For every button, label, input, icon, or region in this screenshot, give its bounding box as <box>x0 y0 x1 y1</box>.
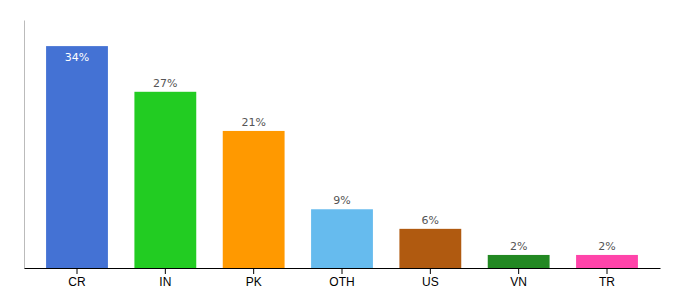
x-tick-mark <box>77 268 78 274</box>
data-labels: 34% 27% 21% 9% 6% 2% 2% <box>65 51 616 253</box>
bar <box>488 255 550 268</box>
x-axis: CR IN PK OTH US VN TR <box>25 268 661 289</box>
x-tick-mark <box>253 268 254 274</box>
x-tick-label: CR <box>68 275 86 289</box>
x-tick-label: OTH <box>329 275 354 289</box>
x-tick: IN <box>159 268 171 289</box>
bar <box>223 131 285 268</box>
data-label: 2% <box>598 240 615 253</box>
data-label: 27% <box>153 77 177 90</box>
bars <box>46 46 638 268</box>
x-tick-mark <box>518 268 519 274</box>
data-label: 21% <box>241 116 265 129</box>
x-tick-label: VN <box>510 275 527 289</box>
x-tick: TR <box>599 268 615 289</box>
data-label: 34% <box>65 51 89 64</box>
x-tick-label: US <box>422 275 439 289</box>
x-tick-mark <box>165 268 166 274</box>
x-tick: OTH <box>329 268 354 289</box>
x-tick: VN <box>510 268 527 289</box>
bar <box>134 92 196 268</box>
x-tick: CR <box>68 268 86 289</box>
y-axis-line <box>24 21 25 269</box>
data-label: 9% <box>333 194 350 207</box>
data-label: 2% <box>510 240 527 253</box>
x-tick-label: TR <box>599 275 615 289</box>
data-label: 6% <box>422 214 439 227</box>
x-tick-mark <box>430 268 431 274</box>
x-tick: US <box>422 268 439 289</box>
x-tick-label: IN <box>159 275 171 289</box>
chart: CR IN PK OTH US VN TR 34% 27% 21% 9% 6% 2% 2% <box>0 0 680 300</box>
bar <box>399 229 461 268</box>
y-axis <box>24 21 25 269</box>
x-tick-label: PK <box>246 275 262 289</box>
bar <box>46 46 108 268</box>
x-tick: PK <box>246 268 262 289</box>
bar <box>311 209 373 268</box>
bar <box>576 255 638 268</box>
plot: CR IN PK OTH US VN TR 34% 27% 21% 9% 6% 2% 2% <box>25 21 661 289</box>
x-tick-mark <box>607 268 608 274</box>
x-tick-mark <box>342 268 343 274</box>
